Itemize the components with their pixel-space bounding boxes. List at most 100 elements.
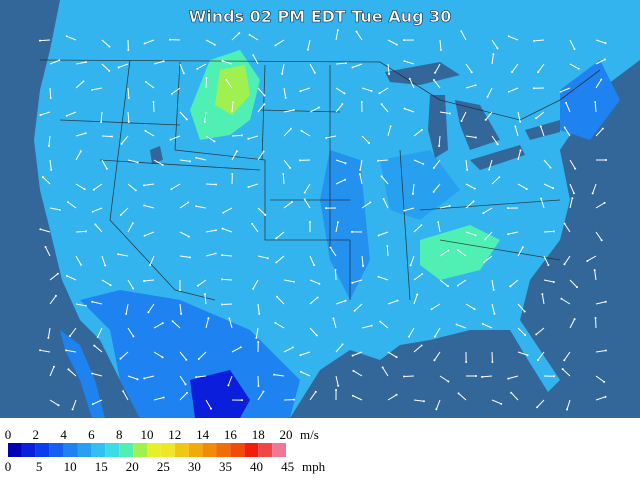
wind-arrow	[283, 109, 294, 113]
arrow-head	[421, 273, 424, 276]
legend-swatch	[105, 443, 120, 457]
wind-arrow	[595, 231, 603, 241]
arrow-head	[84, 61, 87, 64]
wind-arrow	[309, 279, 320, 285]
wind-arrow	[196, 375, 207, 378]
arrow-head	[344, 162, 347, 165]
wind-arrow	[97, 327, 103, 338]
wind-arrow	[144, 205, 155, 209]
arrow-head	[474, 234, 477, 237]
wind-arrow	[433, 159, 441, 169]
arrow-head	[187, 201, 190, 204]
wind-arrow	[276, 255, 285, 263]
wind-arrow	[257, 391, 264, 401]
arrow-head	[251, 222, 254, 225]
wind-arrow	[257, 303, 260, 314]
arrow-head	[358, 173, 361, 176]
wind-arrow	[491, 399, 502, 405]
wind-arrow	[257, 151, 264, 161]
wind-arrow	[508, 231, 519, 235]
arrow-head	[221, 254, 224, 257]
ms-tick-label: 12	[168, 427, 181, 442]
arrow-head	[336, 29, 339, 32]
wind-arrow	[569, 39, 575, 50]
arrow-head	[435, 408, 438, 411]
mph-tick-label: 20	[126, 459, 139, 474]
wind-arrow	[457, 279, 467, 287]
arrow-head	[207, 317, 210, 320]
arrow-head	[66, 201, 69, 204]
arrow-head	[83, 188, 86, 191]
wind-arrow	[276, 296, 285, 305]
wind-arrow	[465, 303, 475, 310]
arrow-head	[488, 168, 491, 171]
wind-arrow	[143, 279, 155, 282]
wind-arrow	[434, 351, 441, 361]
wind-arrow	[304, 199, 311, 209]
arrow-head	[500, 402, 503, 405]
arrow-head	[334, 269, 337, 272]
arrow-head	[195, 156, 198, 159]
arrow-head	[379, 320, 382, 323]
arrow-head	[195, 205, 198, 208]
wind-arrow	[408, 327, 415, 337]
arrow-head	[604, 395, 607, 398]
wind-arrow	[93, 183, 103, 191]
arrow-head	[521, 246, 524, 249]
arrow-head	[507, 377, 510, 380]
wind-arrow	[75, 230, 87, 233]
arrow-head	[108, 45, 111, 48]
arrow-head	[552, 280, 555, 283]
arrow-head	[65, 349, 68, 352]
wind-arrow	[93, 345, 103, 353]
arrow-head	[351, 281, 354, 284]
wind-arrow	[564, 127, 571, 137]
wind-arrow	[543, 230, 555, 233]
wind-arrow	[352, 395, 363, 401]
wind-arrow	[40, 349, 51, 353]
wind-arrow	[465, 84, 476, 89]
wind-arrow	[231, 151, 238, 161]
wind-arrow	[413, 345, 422, 353]
arrow-head	[131, 222, 134, 225]
arrow-head	[422, 162, 425, 165]
wind-arrow	[595, 301, 606, 305]
ms-tick-label: 10	[141, 427, 154, 442]
arrow-head	[352, 369, 355, 372]
arrow-head	[91, 210, 94, 213]
arrow-head	[603, 58, 606, 61]
ms-tick-label: 4	[60, 427, 67, 442]
wind-arrow	[484, 231, 493, 240]
wind-arrow	[283, 279, 294, 283]
arrow-head	[145, 80, 148, 83]
arrow-head	[240, 399, 243, 402]
arrow-head	[355, 30, 358, 33]
wind-arrow	[594, 270, 597, 281]
wind-arrow	[205, 229, 216, 233]
wind-arrow	[153, 397, 164, 401]
arrow-head	[377, 234, 380, 237]
arrow-head	[222, 211, 225, 214]
wind-arrow	[379, 321, 389, 329]
arrow-head	[456, 249, 459, 252]
arrow-head	[117, 253, 120, 256]
wind-arrow	[204, 294, 207, 305]
arrow-head	[378, 92, 381, 95]
arrow-head	[603, 201, 606, 204]
arrow-head	[39, 349, 42, 352]
wind-arrow	[153, 322, 163, 329]
arrow-head	[368, 142, 371, 145]
wind-arrow	[49, 87, 52, 99]
arrow-head	[594, 317, 597, 320]
mph-tick-label: 30	[188, 459, 201, 474]
legend-swatch	[202, 443, 217, 457]
arrow-head	[439, 48, 442, 51]
arrow-head	[359, 168, 362, 171]
arrow-head	[586, 259, 589, 262]
wind-arrow	[569, 198, 573, 209]
legend-swatch	[160, 443, 175, 457]
arrow-head	[325, 207, 328, 210]
arrow-head	[257, 341, 260, 344]
arrow-head	[600, 239, 603, 242]
arrow-head	[143, 184, 146, 187]
